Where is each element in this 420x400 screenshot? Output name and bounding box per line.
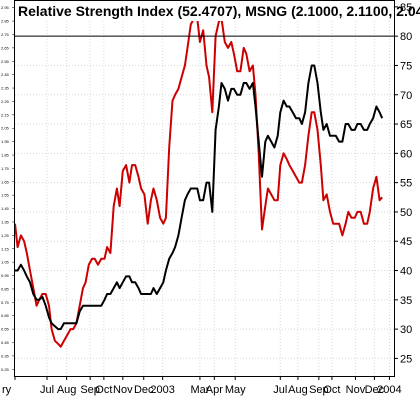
left-tick-label: 1.25 xyxy=(1,233,10,238)
x-tick-label: Jul xyxy=(40,384,54,396)
left-tick-label: 0.95 xyxy=(1,273,10,278)
left-tick-label: 2.15 xyxy=(1,112,10,117)
right-tick-label: 70 xyxy=(400,90,412,102)
left-tick-label: 1.15 xyxy=(1,246,10,251)
left-tick-label: 0.45 xyxy=(1,340,10,345)
right-tick-label: 65 xyxy=(400,119,412,131)
right-tick-label: 30 xyxy=(400,324,412,336)
right-tick-label: 40 xyxy=(400,266,412,278)
series-line-1 xyxy=(15,64,384,331)
left-tick-label: 0.65 xyxy=(1,313,10,318)
x-tick-label: 2004 xyxy=(377,384,401,396)
x-tick-label: Aug xyxy=(57,384,77,396)
title-background xyxy=(15,1,393,21)
left-tick-label: 1.05 xyxy=(1,260,10,265)
x-tick-label: Nov xyxy=(113,384,133,396)
x-tick-label: Sep xyxy=(80,384,100,396)
left-tick-label: 2.45 xyxy=(1,72,10,77)
series-layer xyxy=(14,17,384,348)
right-axis-ticks: 25 30 35 40 45 50 55 60 65 70 75 80 85 xyxy=(394,2,412,365)
left-tick-label: 0.25 xyxy=(1,367,10,372)
x-tick-label: Oct xyxy=(95,384,112,396)
x-tick-label: May xyxy=(225,384,246,396)
left-tick-label: 1.95 xyxy=(1,139,10,144)
left-tick-label: 2.95 xyxy=(1,5,10,10)
right-tick-label: 35 xyxy=(400,295,412,307)
left-tick-label: 2.75 xyxy=(1,32,10,37)
left-tick-label: 1.35 xyxy=(1,219,10,224)
left-tick-label: 0.55 xyxy=(1,327,10,332)
x-tick-label: Jul xyxy=(273,384,287,396)
left-tick-label: 2.55 xyxy=(1,59,10,64)
left-tick-label: 1.65 xyxy=(1,179,10,184)
x-tick-label: ry xyxy=(2,384,12,396)
left-tick-label: 0.35 xyxy=(1,353,10,358)
right-tick-label: 75 xyxy=(400,60,412,72)
x-tick-label: 2003 xyxy=(150,384,174,396)
right-tick-label: 60 xyxy=(400,148,412,160)
left-tick-label: 2.25 xyxy=(1,99,10,104)
left-tick-label: 0.75 xyxy=(1,300,10,305)
left-tick-label: 0.85 xyxy=(1,286,10,291)
x-tick-label: Apr xyxy=(206,384,223,396)
left-tick-label: 1.55 xyxy=(1,193,10,198)
x-tick-label: Sep xyxy=(309,384,329,396)
x-tick-label: Oct xyxy=(323,384,340,396)
plot-frame xyxy=(14,0,395,377)
chart-title: Relative Strength Index (52.4707), MSNG … xyxy=(18,3,420,19)
left-tick-label: 2.05 xyxy=(1,126,10,131)
x-tick-label: Aug xyxy=(288,384,308,396)
right-tick-label: 85 xyxy=(400,2,412,14)
left-axis-ticks: 2.95 2.85 2.75 2.65 2.55 2.45 2.35 2.25 2.15 2.05… xyxy=(1,5,15,372)
x-tick-label: Dec xyxy=(134,384,154,396)
x-tick-label: Nov xyxy=(346,384,366,396)
right-tick-label: 45 xyxy=(400,236,412,248)
left-tick-label: 2.35 xyxy=(1,86,10,91)
left-tick-label: 1.85 xyxy=(1,153,10,158)
x-tick-label: Mar xyxy=(190,384,209,396)
left-tick-label: 1.45 xyxy=(1,206,10,211)
right-tick-label: 80 xyxy=(400,31,412,43)
left-tick-label: 2.85 xyxy=(1,19,10,24)
left-tick-label: 1.75 xyxy=(1,166,10,171)
x-tick-label: Dec xyxy=(365,384,385,396)
grid-layer xyxy=(15,6,394,376)
left-tick-label: 2.65 xyxy=(1,45,10,50)
right-tick-label: 25 xyxy=(400,353,412,365)
right-tick-label: 55 xyxy=(400,178,412,190)
right-tick-label: 50 xyxy=(400,207,412,219)
